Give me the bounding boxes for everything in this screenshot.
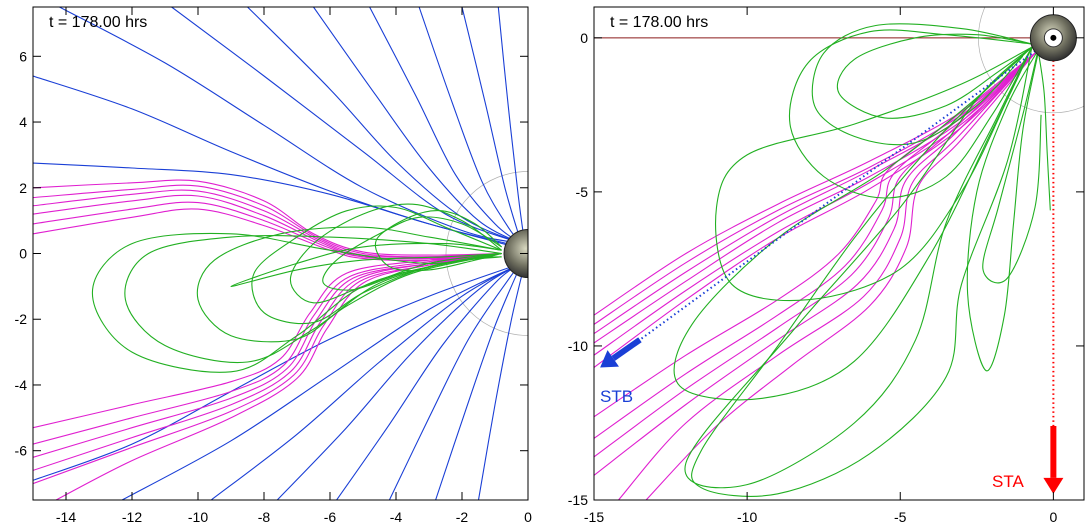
field-line: [1037, 50, 1051, 211]
field-line: [33, 252, 502, 445]
field-line: [59, 7, 522, 245]
field-line: [33, 262, 522, 481]
y-tick-label: -2: [15, 311, 28, 327]
field-line: [673, 46, 1033, 401]
field-line: [715, 46, 1033, 302]
field-line: [477, 263, 526, 500]
x-tick-label: -14: [56, 509, 76, 525]
field-line: [210, 262, 522, 500]
field-line: [594, 52, 1036, 418]
field-line: [230, 242, 502, 287]
field-line: [388, 263, 522, 500]
field-line: [594, 52, 1036, 476]
left-frame: [32, 6, 529, 501]
field-line: [374, 210, 502, 272]
stb-arrow-head: [600, 350, 619, 368]
y-tick-label: -4: [15, 377, 28, 393]
field-line: [982, 49, 1042, 284]
stb-label: STB: [600, 387, 633, 406]
x-tick-label: -8: [258, 509, 271, 525]
field-line: [33, 252, 502, 429]
sta-label: STA: [992, 472, 1024, 491]
x-tick-label: -6: [324, 509, 337, 525]
y-tick-label: 4: [19, 114, 27, 130]
field-line: [33, 179, 502, 256]
field-line: [336, 262, 522, 500]
right-frame: [593, 6, 1085, 501]
y-tick-label: 0: [19, 246, 27, 262]
y-tick-label: -5: [576, 184, 589, 200]
field-line: [124, 235, 502, 364]
field-line: [966, 49, 1039, 372]
field-line: [33, 162, 522, 250]
field-line: [836, 33, 1033, 119]
field-line: [645, 52, 1036, 500]
stb-arrow-shaft: [611, 337, 642, 361]
x-tick-label: -5: [894, 509, 907, 525]
y-tick-label: 2: [19, 180, 27, 196]
field-line: [788, 29, 1033, 199]
field-line: [369, 7, 522, 245]
field-line: [594, 52, 1036, 325]
field-line: [691, 46, 1033, 497]
right-panel: STB STA -15 -10 -5 0 0 -5 -10 -15 t = 178.00 hrs: [568, 6, 1085, 525]
x-tick-label: 0: [1049, 509, 1057, 525]
y-tick-label: -10: [568, 338, 588, 354]
field-line: [33, 252, 502, 471]
field-line: [322, 216, 502, 291]
right-time-label: t = 178.00 hrs: [610, 14, 708, 31]
left-time-label: t = 178.00 hrs: [49, 14, 147, 31]
field-line: [33, 208, 502, 261]
x-tick-label: 0: [524, 509, 532, 525]
x-tick-label: -4: [390, 509, 403, 525]
field-line: [33, 201, 502, 260]
x-tick-label: -10: [188, 509, 208, 525]
field-line: [811, 23, 1033, 146]
sun-disk: [503, 229, 528, 278]
y-tick-label: 0: [580, 30, 588, 46]
field-line: [594, 52, 1036, 439]
field-line: [251, 205, 502, 325]
field-line: [33, 189, 502, 258]
field-line: [684, 46, 1033, 489]
x-tick-label: -15: [584, 509, 604, 525]
left-panel: -14 -12 -10 -8 -6 -4 -2 0 -6 -4 -2 0 2 4 6 t = 178.00 h…: [15, 6, 532, 525]
field-line: [418, 7, 522, 244]
field-line: [313, 7, 522, 245]
field-line: [55, 252, 502, 500]
field-line: [594, 52, 1036, 368]
field-line: [276, 262, 522, 500]
field-line: [618, 52, 1036, 500]
field-line: [121, 262, 522, 500]
left-plot-area: [33, 7, 528, 500]
field-line: [196, 226, 502, 343]
field-line: [289, 203, 502, 304]
field-line: [497, 7, 526, 244]
field-line: [435, 263, 522, 500]
field-line: [594, 52, 1036, 458]
field-line: [171, 7, 522, 245]
y-tick-label: 6: [19, 48, 27, 64]
sta-arrow-head: [1043, 477, 1064, 494]
field-line: [461, 7, 522, 244]
field-line: [247, 7, 522, 245]
reference-circle: [445, 171, 528, 336]
x-tick-label: -2: [456, 509, 469, 525]
field-line: [33, 252, 502, 458]
x-tick-label: -10: [737, 509, 757, 525]
sun-center: [1050, 34, 1057, 41]
y-tick-label: -6: [15, 443, 28, 459]
y-tick-label: -15: [568, 492, 588, 508]
right-plot-area: [594, 7, 1084, 500]
x-tick-label: -12: [122, 509, 142, 525]
